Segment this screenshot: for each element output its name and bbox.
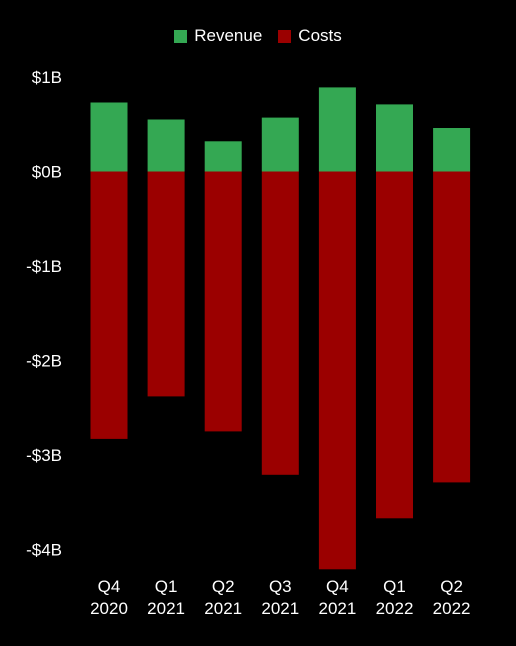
bar-costs-1[interactable] [147,171,185,397]
bar-costs-4[interactable] [318,171,356,570]
bar-revenue-6[interactable] [433,128,471,172]
bar-revenue-2[interactable] [204,141,242,172]
y-tick-label: -$3B [26,446,62,465]
bar-revenue-3[interactable] [261,117,299,172]
bar-costs-0[interactable] [90,171,128,439]
x-axis: Q4 2020 Q1 2021 Q2 2021 Q3 2021 Q4 2021 Q1 2022 Q2 20… [90,577,470,618]
y-axis: $1B $0B -$1B -$2B -$3B -$4B [26,68,62,560]
bar-revenue-5[interactable] [376,104,413,172]
legend-swatch-costs [278,29,292,43]
x-tick-label: Q1 2022 [376,577,414,618]
y-tick-label: $0B [32,163,62,182]
bar-costs-5[interactable] [376,171,413,519]
legend-item-revenue[interactable]: Revenue [174,26,262,46]
bar-revenue-1[interactable] [147,119,185,172]
x-tick-label: Q4 2020 [90,577,128,618]
x-tick-label: Q2 2021 [204,577,242,618]
chart-legend: Revenue Costs [0,26,516,46]
x-tick-label: Q3 2021 [261,577,299,618]
bar-revenue-4[interactable] [318,87,356,172]
legend-label-costs: Costs [298,26,342,45]
legend-item-costs[interactable]: Costs [278,26,342,46]
y-tick-label: -$2B [26,352,62,371]
bar-costs-3[interactable] [261,171,299,475]
y-tick-label: -$1B [26,257,62,276]
bar-costs-2[interactable] [204,171,242,432]
bars [90,87,471,570]
legend-label-revenue: Revenue [194,26,263,45]
bar-costs-6[interactable] [433,171,471,483]
x-tick-label: Q4 2021 [318,577,356,618]
legend-swatch-revenue [174,29,188,43]
x-tick-label: Q1 2021 [147,577,185,618]
x-tick-label: Q2 2022 [433,577,471,618]
y-tick-label: $1B [32,68,62,87]
y-tick-label: -$4B [26,541,62,560]
bar-revenue-0[interactable] [90,102,128,172]
